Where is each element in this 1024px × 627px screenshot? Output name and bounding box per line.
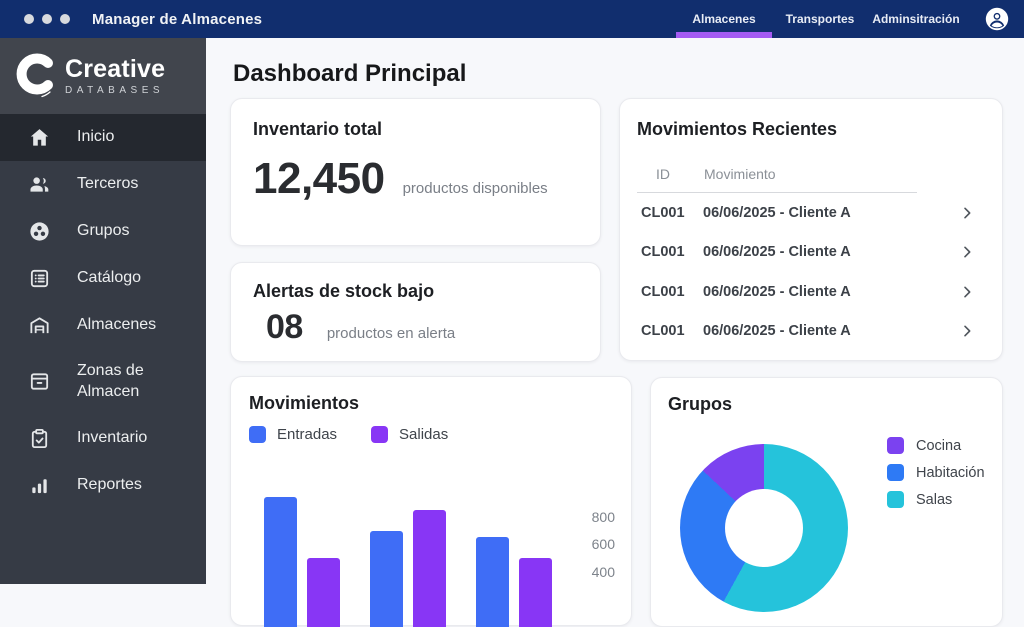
tab-almacenes[interactable]: Almacenes [676,0,772,38]
column-header-id: ID [656,166,670,182]
table-row[interactable]: CL001 06/06/2025 - Cliente A [637,312,985,352]
y-axis-tick-label: 800 [591,509,615,525]
window-dot-icon[interactable] [24,14,34,24]
bar-salidas-2 [519,557,552,627]
inventory-total-value: 12,450 [253,154,385,203]
clipboard-check-icon [28,427,51,450]
group-circle-icon [28,220,51,243]
sidebar-item-zonas[interactable]: Zonas de Almacen [0,349,206,415]
legend-item-habitacion: Habitación [887,464,985,481]
tab-transportes[interactable]: Transportes [785,12,855,26]
catalog-icon [28,267,51,290]
groups-legend: Cocina Habitación Salas [887,437,985,508]
groups-chart-card: Grupos Cocina Habitación Salas [650,377,1003,627]
chevron-right-icon[interactable] [959,323,975,339]
sidebar-menu: Inicio Terceros Grupos Catálogo Almacene… [0,114,206,509]
card-title: Movimientos Recientes [637,119,838,139]
movements-legend-swatch [249,426,266,443]
active-tab-underline [676,32,772,38]
groups-legend-swatch [887,437,904,454]
legend-item-entradas: Entradas [249,426,337,443]
card-title: Alertas de stock bajo [253,281,435,301]
sidebar-item-catalogo[interactable]: Catálogo [0,255,206,302]
chevron-right-icon[interactable] [959,205,975,221]
sidebar-item-reportes[interactable]: Reportes [0,462,206,509]
inventory-total-card: Inventario total 12,450 productos dispon… [230,98,601,246]
card-title: Inventario total [253,119,383,139]
y-axis-tick-label: 400 [591,563,615,580]
table-row[interactable]: CL001 06/06/2025 - Cliente A [637,272,985,312]
titlebar: Manager de Almacenes Almacenes Transport… [0,0,1024,38]
table-row[interactable]: CL001 06/06/2025 - Cliente A [637,233,985,273]
movements-chart-card: Movimientos Entradas Salidas 800 600 400 [230,376,632,627]
sidebar-item-terceros[interactable]: Terceros [0,161,206,208]
groups-legend-swatch [887,491,904,508]
page-title: Dashboard Principal [233,60,467,87]
low-stock-alerts-card: Alertas de stock bajo 08 productos en al… [230,262,601,362]
brand-name: Creative [65,54,166,83]
logo: Creative DATABASES [0,38,206,114]
bar-entradas-1 [370,530,403,627]
donut-hole [725,489,803,567]
bar-salidas-1 [413,510,446,627]
legend-item-salidas: Salidas [371,426,448,443]
tab-administracion[interactable]: Adminsitración [872,12,960,26]
card-title: Movimientos [249,393,360,413]
people-icon [28,173,51,196]
window-dot-icon[interactable] [42,14,52,24]
legend-item-salas: Salas [887,491,985,508]
groups-legend-swatch [887,464,904,481]
sidebar-item-inventario[interactable]: Inventario [0,415,206,462]
recent-movements-card: Movimientos Recientes ID Movimiento CL00… [619,98,1003,361]
warehouse-icon [28,314,51,337]
table-header: ID Movimiento [637,166,985,182]
card-title: Grupos [668,394,733,414]
table-row[interactable]: CL001 06/06/2025 - Cliente A [637,193,985,233]
chevron-right-icon[interactable] [959,244,975,260]
column-header-movimiento: Movimiento [704,166,776,182]
brand-subtitle: DATABASES [65,84,165,96]
alerts-caption: productos en alerta [326,325,456,342]
top-nav: Almacenes Transportes Adminsitración [676,0,1024,38]
inventory-total-caption: productos disponibles [402,180,548,197]
movements-bar-chart: 800 600 400 [231,377,631,627]
bar-chart-icon [28,474,51,497]
movements-legend: Entradas Salidas [249,426,613,443]
app-title: Manager de Almacenes [92,10,263,28]
creative-c-logo-icon [12,49,58,104]
sidebar-item-grupos[interactable]: Grupos [0,208,206,255]
legend-item-cocina: Cocina [887,437,985,454]
movements-legend-swatch [371,426,389,443]
window-controls[interactable] [0,14,70,24]
bar-salidas-0 [307,557,340,627]
sidebar: Creative DATABASES Inicio Terceros Grupo… [0,38,206,584]
user-avatar-icon[interactable] [984,6,1010,32]
storage-box-icon [28,370,51,393]
chevron-right-icon[interactable] [959,284,975,300]
alerts-value: 08 [266,308,303,346]
table-divider [637,192,917,193]
bar-entradas-0 [264,496,297,627]
bar-entradas-2 [476,537,509,627]
home-icon [28,126,51,149]
y-axis-tick-label: 600 [591,536,615,553]
sidebar-item-almacenes[interactable]: Almacenes [0,302,206,349]
window-dot-icon[interactable] [60,14,70,24]
sidebar-item-inicio[interactable]: Inicio [0,114,206,161]
